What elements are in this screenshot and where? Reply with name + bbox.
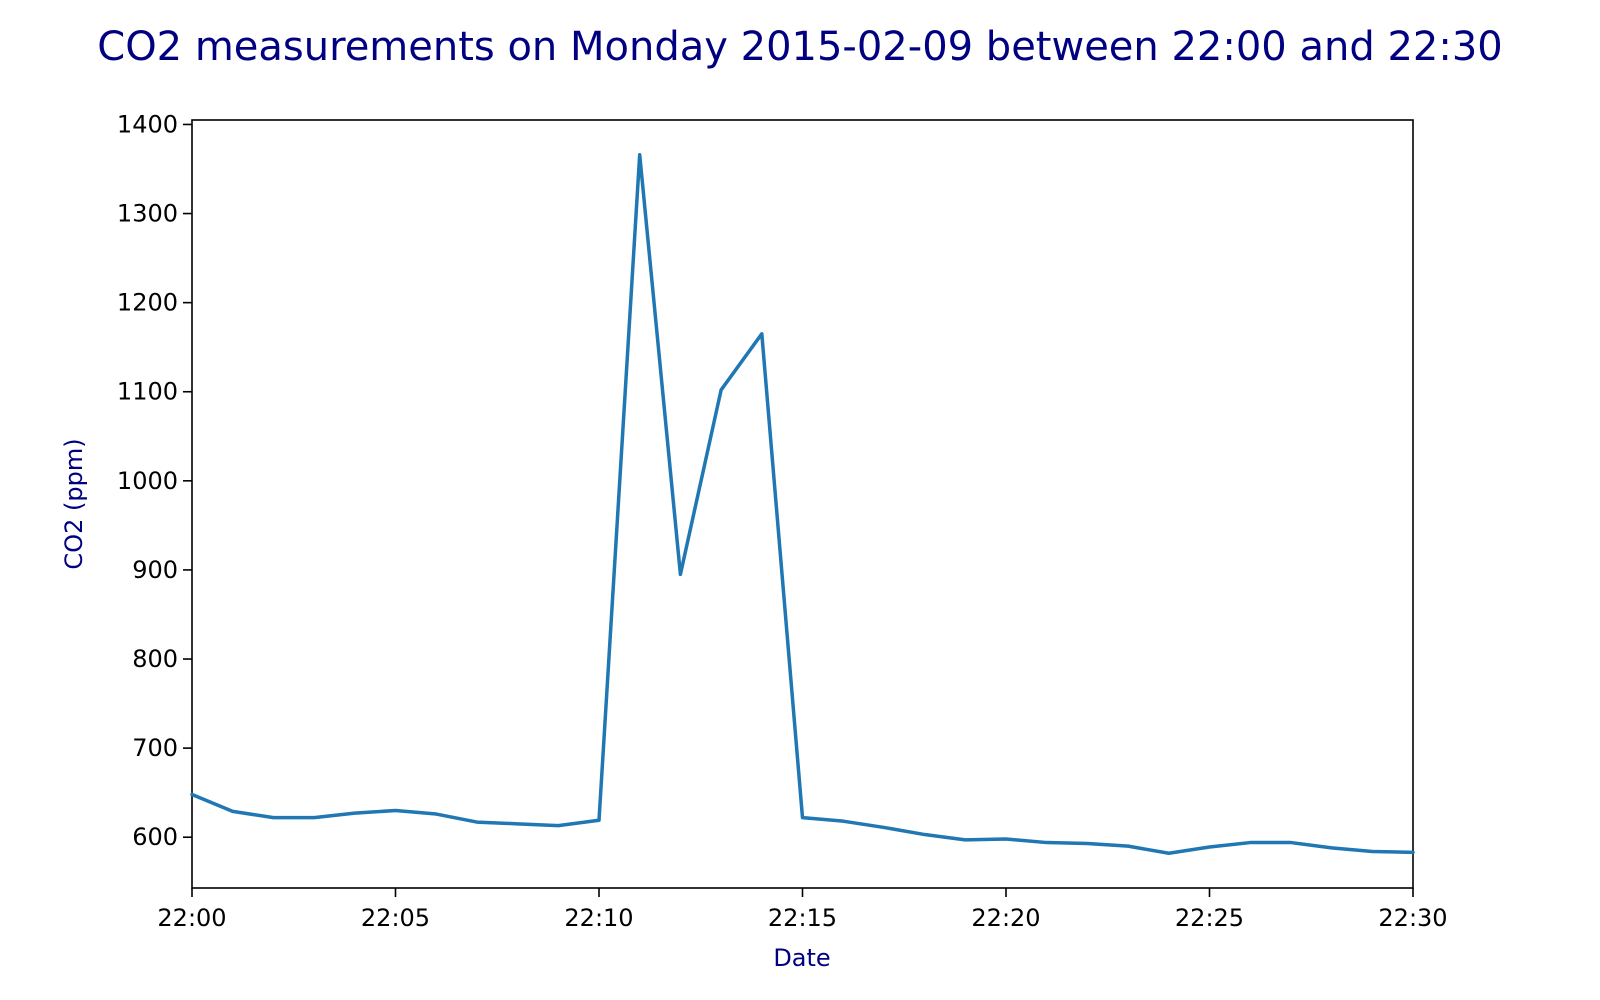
y-tick-label: 700 — [132, 734, 178, 762]
x-tick-label: 22:25 — [1175, 904, 1244, 932]
x-tick-label: 22:00 — [157, 904, 226, 932]
x-tick-label: 22:15 — [768, 904, 837, 932]
series-layer — [190, 153, 1415, 855]
x-tick-label: 22:20 — [971, 904, 1040, 932]
co2-series-line — [190, 153, 1415, 855]
x-axis: 22:00 22:05 22:10 22:15 22:20 22:25 22:30 — [157, 888, 1448, 932]
y-tick-label: 1200 — [117, 289, 178, 317]
y-axis: 600 700 800 900 1000 1100 1200 1300 1400 — [117, 110, 192, 851]
x-tick-label: 22:30 — [1378, 904, 1447, 932]
x-tick-label: 22:05 — [361, 904, 430, 932]
x-axis-label: Date — [773, 944, 830, 972]
y-tick-label: 800 — [132, 645, 178, 673]
y-tick-label: 600 — [132, 823, 178, 851]
plot-area — [191, 119, 1414, 889]
chart-title: CO2 measurements on Monday 2015-02-09 be… — [97, 24, 1502, 70]
y-tick-label: 1100 — [117, 378, 178, 406]
x-tick-label: 22:10 — [564, 904, 633, 932]
y-tick-label: 1300 — [117, 200, 178, 228]
y-axis-label: CO2 (ppm) — [60, 438, 88, 569]
y-tick-label: 900 — [132, 556, 178, 584]
y-tick-label: 1400 — [117, 110, 178, 138]
y-tick-label: 1000 — [117, 467, 178, 495]
